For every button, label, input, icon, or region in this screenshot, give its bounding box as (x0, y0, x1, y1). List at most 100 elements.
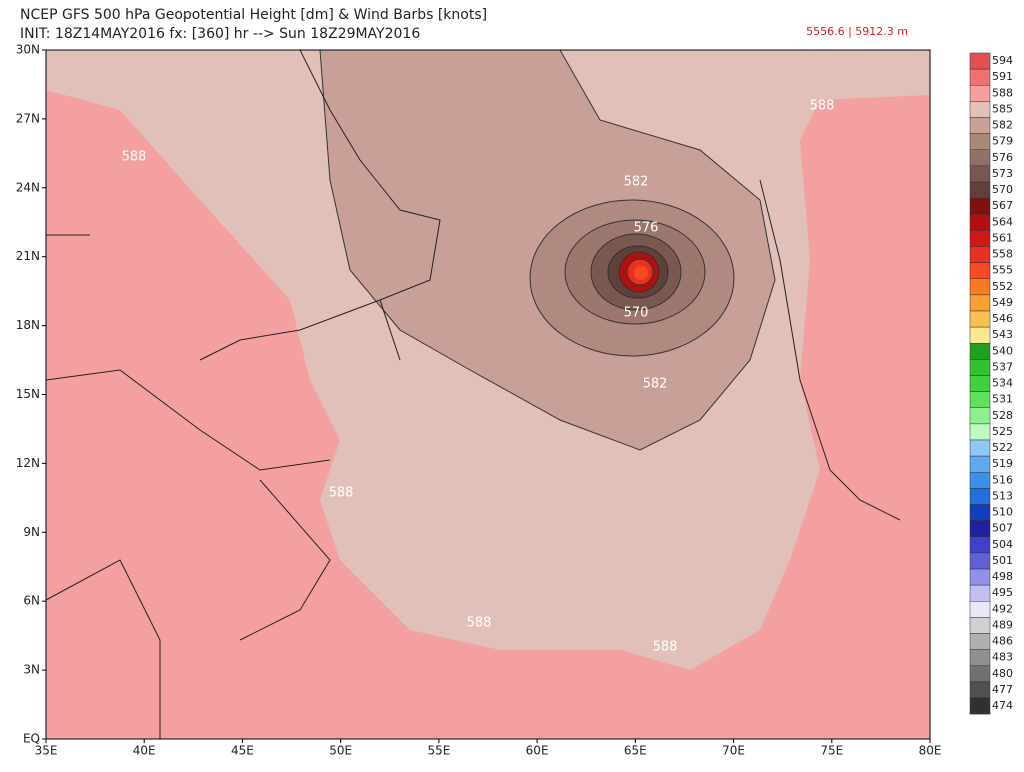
contour-label: 588 (329, 486, 354, 501)
range-label: 5556.6 | 5912.3 m (806, 25, 908, 38)
colorbar-label: 558 (992, 248, 1013, 261)
colorbar-swatch (969, 359, 991, 376)
colorbar-label: 588 (992, 86, 1013, 99)
colorbar-label: 495 (992, 586, 1013, 599)
colorbar-label: 585 (992, 102, 1013, 115)
colorbar-label: 492 (992, 602, 1013, 615)
colorbar-swatch (969, 246, 991, 263)
colorbar-label: 561 (992, 231, 1013, 244)
colorbar-swatch (969, 52, 991, 70)
colorbar-swatch (969, 665, 991, 683)
colorbar-swatch (969, 101, 991, 118)
lon-label: 45E (231, 744, 254, 758)
colorbar-label: 537 (992, 360, 1013, 373)
lat-label: 6N (23, 594, 40, 608)
colorbar-swatch (969, 488, 991, 505)
colorbar-label: 522 (992, 441, 1013, 454)
contour-label: 570 (624, 306, 649, 321)
colorbar-swatch (969, 149, 991, 167)
contour-label: 588 (467, 616, 492, 631)
colorbar-swatch (969, 407, 991, 425)
lat-label: 15N (16, 387, 40, 401)
colorbar-swatch (969, 326, 991, 344)
colorbar-label: 573 (992, 167, 1013, 180)
colorbar-swatch (969, 439, 991, 457)
colorbar-label: 543 (992, 328, 1013, 341)
colorbar-swatch (969, 165, 991, 183)
colorbar-label: 528 (992, 409, 1013, 422)
colorbar-label: 525 (992, 425, 1013, 438)
colorbar: 594 591 588 585 582 579 576 573 570 567 564 561 558 5… (969, 52, 1013, 715)
lon-label: 75E (820, 744, 843, 758)
colorbar-label: 570 (992, 183, 1013, 196)
colorbar-label: 546 (992, 312, 1013, 325)
colorbar-label: 567 (992, 199, 1013, 212)
colorbar-swatch (969, 181, 991, 199)
lon-label: 50E (329, 744, 352, 758)
colorbar-label: 504 (992, 538, 1013, 551)
lon-label: 40E (133, 744, 156, 758)
lat-label: 18N (16, 318, 40, 332)
colorbar-label: 579 (992, 135, 1013, 148)
lon-label: 65E (624, 744, 647, 758)
lon-label: 60E (526, 744, 549, 758)
map: 588 588 588 588 588 582 582 576 570 (45, 49, 931, 740)
colorbar-swatch (969, 133, 991, 150)
colorbar-swatch (969, 117, 991, 134)
colorbar-swatch (969, 343, 991, 360)
lat-label: 9N (23, 525, 40, 539)
colorbar-label: 534 (992, 377, 1013, 390)
colorbar-label: 564 (992, 215, 1013, 228)
lon-label: 55E (427, 744, 450, 758)
lon-label: 80E (919, 744, 942, 758)
colorbar-swatch (969, 681, 991, 699)
contour-label: 576 (634, 221, 659, 236)
colorbar-swatch (969, 310, 991, 328)
colorbar-label: 552 (992, 280, 1013, 293)
colorbar-label: 477 (992, 683, 1013, 696)
colorbar-swatch (969, 455, 991, 473)
colorbar-swatch (969, 617, 991, 634)
colorbar-swatch (969, 697, 991, 715)
colorbar-label: 516 (992, 473, 1013, 486)
colorbar-swatch (969, 504, 991, 521)
contour-label: 588 (122, 150, 147, 165)
contour-label: 582 (624, 175, 649, 190)
colorbar-swatch (969, 68, 991, 86)
colorbar-swatch (969, 423, 991, 441)
height-555 (634, 266, 648, 280)
colorbar-swatch (969, 536, 991, 554)
colorbar-label: 513 (992, 489, 1013, 502)
colorbar-label: 531 (992, 393, 1013, 406)
contour-label: 588 (810, 99, 835, 114)
subtitle: INIT: 18Z14MAY2016 fx: [360] hr --> Sun … (20, 26, 420, 42)
colorbar-label: 591 (992, 70, 1013, 83)
colorbar-label: 555 (992, 264, 1013, 277)
lat-label: EQ (23, 732, 40, 746)
colorbar-label: 507 (992, 522, 1013, 535)
colorbar-swatch (969, 85, 991, 102)
colorbar-swatch (969, 294, 991, 312)
colorbar-swatch (969, 262, 991, 279)
colorbar-swatch (969, 278, 991, 296)
colorbar-swatch (969, 601, 991, 618)
boundaries (46, 50, 901, 739)
colorbar-swatch (969, 552, 991, 570)
lat-label: 27N (16, 111, 40, 125)
lon-label: 70E (722, 744, 745, 758)
colorbar-label: 474 (992, 699, 1013, 712)
colorbar-swatch (969, 584, 991, 602)
colorbar-label: 486 (992, 635, 1013, 648)
colorbar-swatch (969, 649, 991, 666)
colorbar-label: 498 (992, 570, 1013, 583)
colorbar-label: 594 (992, 54, 1013, 67)
lat-label: 3N (23, 663, 40, 677)
colorbar-label: 510 (992, 506, 1013, 519)
colorbar-swatch (969, 472, 991, 489)
lon-label: 35E (35, 744, 58, 758)
lat-label: 21N (16, 249, 40, 263)
colorbar-swatch (969, 375, 991, 392)
colorbar-swatch (969, 391, 991, 408)
